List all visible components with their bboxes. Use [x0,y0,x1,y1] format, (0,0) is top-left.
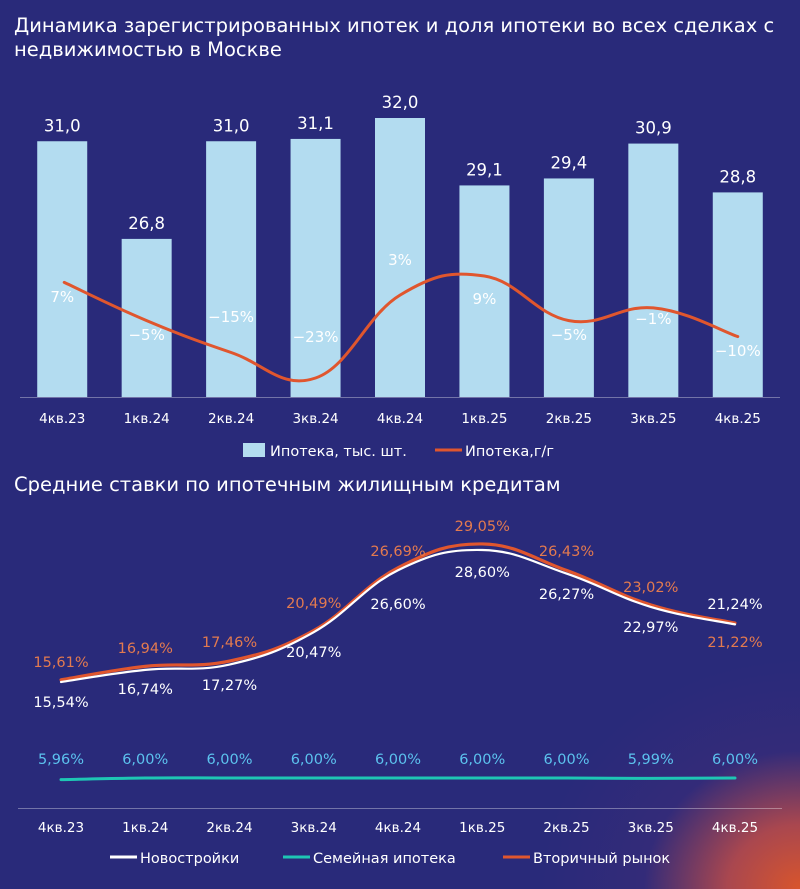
yoy-value-label: −15% [208,308,254,326]
x-tick-label: 4кв.24 [375,820,421,836]
x-tick-label: 4кв.24 [377,411,423,427]
bar-value-label: 30,9 [635,119,672,138]
new-buildings-value-label: 15,54% [33,695,88,711]
bar [712,192,763,397]
family-value-label: 6,00% [543,752,589,768]
bar [543,178,594,397]
x-tick-label: 3кв.25 [628,820,674,836]
secondary-market-line [59,542,737,682]
secondary-value-label: 29,05% [455,519,510,535]
secondary-value-label: 21,22% [707,635,762,651]
x-tick-label: 3кв.24 [291,820,337,836]
secondary-value-label: 15,61% [33,655,88,671]
yoy-value-label: 3% [388,251,412,269]
family-value-label: 6,00% [206,752,252,768]
legend-bar-label: Ипотека, тыс. шт. [270,444,407,460]
bar-value-label: 29,1 [466,160,503,179]
yoy-line [62,272,740,383]
family-value-label: 6,00% [122,752,168,768]
secondary-value-label: 17,46% [202,635,257,651]
x-tick-label: 4кв.25 [712,820,758,836]
new-buildings-line [59,548,737,684]
yoy-value-label: −1% [635,310,671,328]
yoy-value-label: −23% [293,328,339,346]
bar [628,143,679,397]
new-buildings-value-label: 22,97% [623,620,678,636]
bar [206,141,257,397]
legend-family-label: Семейная ипотека [313,851,456,867]
yoy-value-label: −10% [715,342,761,360]
legend-new-label: Новостройки [140,851,239,867]
family-value-label: 5,99% [628,752,674,768]
x-tick-label: 4кв.23 [39,411,85,427]
chart-rates: 4кв.23 1кв.24 2кв.24 3кв.24 4кв.24 1кв.25 2кв.… [18,519,782,867]
x-tick-label: 1кв.25 [461,411,507,427]
legend-bar-swatch [243,443,265,457]
new-buildings-value-label: 17,27% [202,678,257,694]
bar-value-label: 29,4 [551,153,588,172]
bar [37,141,88,397]
secondary-value-label: 26,69% [370,544,425,560]
x-tick-label: 4кв.23 [38,820,84,836]
family-value-label: 6,00% [712,752,758,768]
bar-value-label: 26,8 [128,214,165,233]
family-value-label: 6,00% [459,752,505,768]
secondary-value-label: 16,94% [118,641,173,657]
bar [459,185,510,397]
family-value-label: 5,96% [38,752,84,768]
bar [290,138,341,398]
x-tick-label: 2кв.24 [206,820,252,836]
yoy-value-label: −5% [551,326,587,344]
secondary-value-label: 23,02% [623,580,678,596]
yoy-value-label: 7% [50,288,74,306]
x-tick-label: 2кв.25 [546,411,592,427]
yoy-value-label: −5% [128,326,164,344]
x-tick-label: 1кв.24 [124,411,170,427]
x-tick-label: 2кв.25 [543,820,589,836]
new-buildings-value-label: 20,47% [286,645,341,661]
bar [121,238,172,397]
bar-value-label: 31,0 [213,116,250,135]
bar-value-label: 28,8 [719,167,756,186]
bar [375,118,425,397]
x-tick-label: 4кв.25 [715,411,761,427]
family-value-label: 6,00% [375,752,421,768]
x-tick-label: 3кв.24 [292,411,338,427]
secondary-value-label: 26,43% [539,544,594,560]
new-buildings-value-label: 16,74% [118,682,173,698]
bar-value-label: 31,0 [44,116,81,135]
bar-value-label: 32,0 [382,93,419,112]
new-buildings-value-label: 28,60% [455,565,510,581]
yoy-value-label: 9% [473,290,497,308]
legend-secondary-label: Вторичный рынок [533,851,670,867]
new-buildings-value-label: 21,24% [707,597,762,613]
chart-title-mortgages: Динамика зарегистрированных ипотек и дол… [14,14,775,61]
x-tick-label: 3кв.25 [630,411,676,427]
new-buildings-value-label: 26,60% [370,597,425,613]
x-tick-label: 1кв.24 [122,820,168,836]
family-mortgage-line [59,776,737,782]
secondary-value-label: 20,49% [286,596,341,612]
chart-title-rates: Средние ставки по ипотечным жилищным кре… [14,473,561,496]
legend-line-label: Ипотека,г/г [465,444,554,460]
family-value-label: 6,00% [291,752,337,768]
x-tick-label: 1кв.25 [459,820,505,836]
new-buildings-value-label: 26,27% [539,587,594,603]
chart-mortgages: 31,0 4кв.23 26,8 1кв.24 31,0 2кв.24 31,1 3кв.24… [20,93,780,460]
x-tick-label: 2кв.24 [208,411,254,427]
bar-value-label: 31,1 [297,114,334,133]
